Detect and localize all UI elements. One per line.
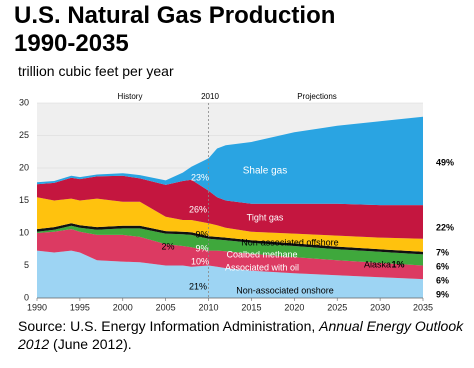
- source-title: Annual Energy Outlook 2012: [18, 318, 464, 352]
- annotation: 1%: [391, 259, 404, 269]
- y-tick-label: 30: [19, 97, 29, 107]
- annotation: History: [118, 92, 143, 101]
- annotation: 23%: [191, 172, 209, 182]
- series-label: Alaska: [364, 259, 391, 269]
- y-tick-label: 25: [19, 130, 29, 140]
- annotation: 2%: [161, 241, 174, 251]
- series-label: Tight gas: [247, 212, 284, 222]
- series-label: Non-associated onshore: [236, 285, 334, 295]
- x-tick-label: 2015: [241, 302, 261, 312]
- series-label: Associated with oil: [225, 262, 299, 272]
- series-label: Non-associated offshore: [241, 237, 338, 247]
- x-tick-label: 2005: [156, 302, 176, 312]
- annotation: 7%: [436, 247, 449, 257]
- y-tick-label: 20: [19, 162, 29, 172]
- x-tick-label: 2025: [327, 302, 347, 312]
- x-tick-label: 1995: [70, 302, 90, 312]
- area: [37, 223, 423, 255]
- annotation: 10%: [191, 256, 209, 266]
- area: [37, 225, 423, 266]
- annotation: 6%: [436, 261, 449, 271]
- annotation: 9%: [436, 289, 449, 299]
- area: [37, 175, 423, 239]
- annotation: 6%: [436, 275, 449, 285]
- annotation: 22%: [436, 222, 454, 232]
- annotation: 9%: [195, 229, 208, 239]
- area: [37, 229, 423, 280]
- annotation: Projections: [297, 92, 337, 101]
- source-text: Source: U.S. Energy Information Administ…: [18, 318, 320, 334]
- y-tick-label: 5: [24, 260, 29, 270]
- y-tick-label: 10: [19, 227, 29, 237]
- x-tick-label: 1990: [27, 302, 47, 312]
- annotation: 2010: [201, 92, 219, 101]
- annotation: 49%: [436, 157, 454, 167]
- y-tick-label: 0: [24, 292, 29, 302]
- annotation: 26%: [189, 204, 207, 214]
- x-tick-label: 2035: [413, 302, 433, 312]
- area: [37, 250, 423, 298]
- source-text: (June 2012).: [49, 336, 132, 352]
- series-label: Coalbed methane: [226, 249, 297, 259]
- source-note: Source: U.S. Energy Information Administ…: [18, 317, 468, 353]
- area: [37, 197, 423, 252]
- x-tick-label: 2010: [199, 302, 219, 312]
- x-tick-label: 2020: [284, 302, 304, 312]
- y-tick-label: 15: [19, 195, 29, 205]
- series-label: Shale gas: [243, 166, 287, 177]
- x-tick-label: 2000: [113, 302, 133, 312]
- chart-subtitle: trillion cubic feet per year: [18, 63, 174, 79]
- area: [37, 116, 423, 206]
- chart-title: U.S. Natural Gas Production 1990-2035: [14, 2, 336, 57]
- annotation: 21%: [189, 281, 207, 291]
- annotation: 9%: [195, 243, 208, 253]
- x-tick-label: 2030: [370, 302, 390, 312]
